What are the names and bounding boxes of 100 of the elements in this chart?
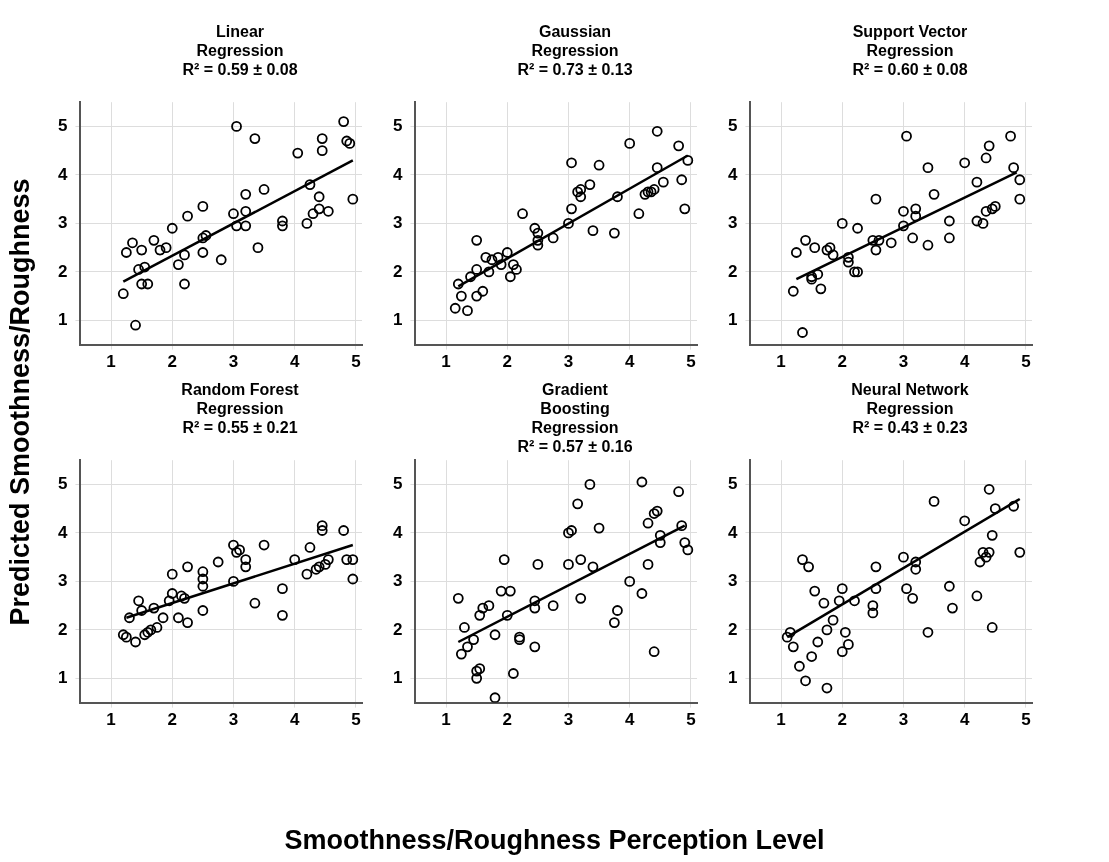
point bbox=[989, 503, 1001, 515]
point bbox=[240, 561, 252, 573]
point bbox=[898, 551, 909, 563]
point bbox=[682, 544, 694, 556]
x-tick-label: 2 bbox=[837, 352, 847, 372]
y-axis-title: Predicted Smoothness/Roughness bbox=[4, 178, 36, 626]
x-tick-label: 1 bbox=[776, 352, 786, 372]
point bbox=[784, 626, 796, 638]
point bbox=[928, 188, 940, 200]
point bbox=[182, 210, 193, 222]
x-tick-label: 1 bbox=[441, 710, 451, 730]
y-tick-label: 4 bbox=[392, 522, 403, 542]
point bbox=[651, 162, 663, 174]
point bbox=[483, 266, 495, 278]
point bbox=[455, 648, 467, 660]
point bbox=[787, 285, 799, 297]
point bbox=[624, 576, 636, 587]
point bbox=[608, 617, 620, 629]
point bbox=[228, 539, 239, 551]
point bbox=[566, 157, 577, 169]
point bbox=[624, 138, 636, 149]
point bbox=[873, 234, 885, 246]
point bbox=[322, 205, 334, 217]
point bbox=[459, 622, 470, 633]
point bbox=[947, 602, 958, 614]
point bbox=[449, 302, 461, 314]
point bbox=[983, 140, 995, 152]
point bbox=[1014, 193, 1026, 205]
y-tick-label: 2 bbox=[392, 261, 403, 281]
point bbox=[462, 641, 473, 653]
point bbox=[347, 193, 359, 205]
point bbox=[827, 249, 839, 261]
point bbox=[231, 220, 242, 232]
point bbox=[566, 203, 577, 215]
x-tick-label: 5 bbox=[1021, 352, 1031, 372]
point bbox=[575, 554, 587, 565]
point bbox=[812, 636, 824, 648]
point bbox=[166, 588, 178, 599]
point bbox=[821, 682, 833, 694]
point bbox=[501, 609, 513, 621]
y-tick-label: 4 bbox=[57, 522, 68, 542]
point bbox=[301, 568, 313, 580]
point bbox=[983, 483, 995, 495]
point bbox=[910, 556, 922, 568]
point bbox=[304, 179, 316, 191]
point bbox=[501, 247, 513, 258]
point bbox=[870, 561, 882, 573]
point bbox=[452, 592, 464, 604]
point bbox=[797, 554, 808, 565]
point bbox=[249, 597, 261, 609]
point bbox=[575, 592, 587, 604]
point bbox=[800, 675, 811, 687]
point bbox=[867, 234, 879, 246]
point bbox=[1014, 546, 1026, 558]
point bbox=[833, 595, 845, 607]
point bbox=[277, 215, 288, 227]
point bbox=[529, 595, 541, 607]
point bbox=[240, 205, 252, 217]
point bbox=[986, 622, 998, 633]
point bbox=[148, 234, 160, 246]
x-tick-label: 4 bbox=[289, 352, 300, 372]
x-tick-label: 2 bbox=[837, 710, 847, 730]
x-axis-title: Smoothness/Roughness Perception Level bbox=[283, 825, 826, 856]
point bbox=[642, 517, 654, 529]
point bbox=[575, 191, 587, 203]
point bbox=[679, 203, 691, 215]
point bbox=[587, 561, 599, 573]
point bbox=[922, 239, 934, 251]
point bbox=[258, 184, 270, 195]
chart-subtitle: R² = 0.55 ± 0.21 bbox=[181, 418, 299, 437]
y-tick-label: 4 bbox=[392, 164, 403, 184]
point bbox=[959, 157, 971, 169]
x-tick-label: 5 bbox=[1021, 710, 1031, 730]
point bbox=[182, 561, 193, 573]
point bbox=[504, 585, 516, 597]
point bbox=[136, 244, 148, 256]
x-tick-label: 4 bbox=[959, 710, 970, 730]
point bbox=[529, 641, 541, 653]
point bbox=[676, 174, 688, 186]
y-tick-label: 5 bbox=[727, 474, 738, 494]
point bbox=[455, 290, 467, 302]
point bbox=[977, 546, 989, 558]
point bbox=[842, 639, 854, 650]
point bbox=[347, 554, 359, 565]
point bbox=[148, 602, 160, 614]
point bbox=[836, 583, 848, 595]
point bbox=[1014, 174, 1026, 186]
point bbox=[943, 215, 955, 227]
x-tick-label: 2 bbox=[502, 352, 512, 372]
point bbox=[818, 597, 830, 609]
point bbox=[486, 254, 498, 266]
point bbox=[474, 609, 486, 621]
point bbox=[907, 592, 919, 604]
point bbox=[901, 130, 912, 142]
point bbox=[319, 559, 331, 570]
x-tick-label: 1 bbox=[106, 710, 116, 730]
point bbox=[1008, 500, 1020, 512]
y-tick-label: 2 bbox=[727, 261, 738, 281]
point bbox=[980, 205, 992, 217]
point bbox=[532, 239, 544, 251]
